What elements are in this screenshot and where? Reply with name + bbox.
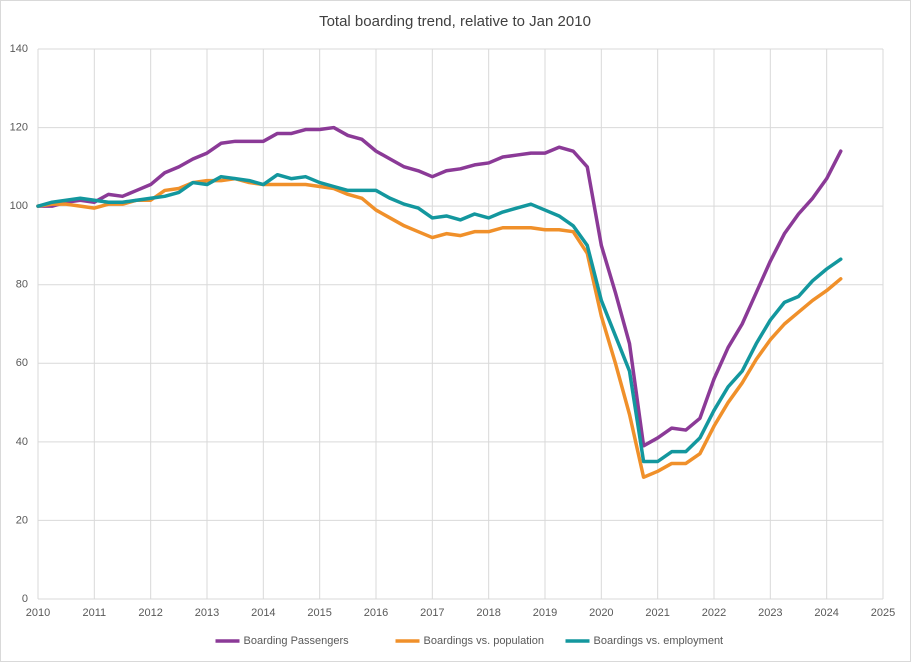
x-tick-label: 2025 <box>871 607 895 619</box>
x-tick-label: 2018 <box>476 607 500 619</box>
x-tick-label: 2016 <box>364 607 388 619</box>
legend-label: Boarding Passengers <box>244 635 350 647</box>
x-tick-label: 2019 <box>533 607 557 619</box>
legend: Boarding Passengers Boardings vs. populat… <box>215 635 724 647</box>
x-tick-label: 2017 <box>420 607 444 619</box>
x-tick-label: 2020 <box>589 607 613 619</box>
y-tick-label: 60 <box>16 357 28 369</box>
legend-label: Boardings vs. population <box>424 635 544 647</box>
x-tick-label: 2022 <box>702 607 726 619</box>
x-tick-label: 2023 <box>758 607 782 619</box>
y-tick-label: 140 <box>10 43 28 55</box>
series-line <box>36 176 843 479</box>
y-tick-label: 40 <box>16 436 28 448</box>
legend-label: Boardings vs. employment <box>594 635 724 647</box>
x-tick-label: 2014 <box>251 607 275 619</box>
y-tick-label: 100 <box>10 200 28 212</box>
chart-title: Total boarding trend, relative to Jan 20… <box>319 13 591 30</box>
x-tick-label: 2010 <box>26 607 50 619</box>
x-tick-label: 2013 <box>195 607 219 619</box>
y-tick-label: 20 <box>16 514 28 526</box>
x-tick-label: 2011 <box>83 607 107 619</box>
series-line <box>36 172 843 464</box>
y-tick-label: 0 <box>22 593 28 605</box>
x-tick-label: 2021 <box>645 607 669 619</box>
x-tick-label: 2024 <box>814 607 838 619</box>
y-tick-label: 80 <box>16 279 28 291</box>
x-tick-label: 2015 <box>307 607 331 619</box>
x-tick-label: 2012 <box>138 607 162 619</box>
y-tick-label: 120 <box>10 121 28 133</box>
series-line <box>36 125 843 448</box>
